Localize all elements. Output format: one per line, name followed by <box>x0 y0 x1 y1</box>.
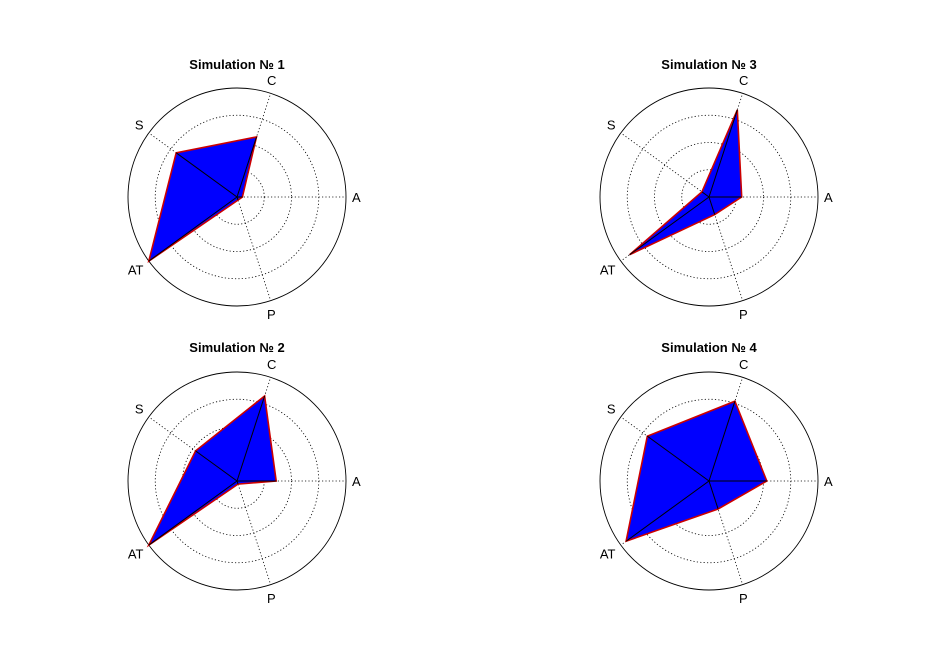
data-vertex-line <box>148 196 238 262</box>
radar-panel-1: Simulation № 1 A C S AT P <box>127 57 361 322</box>
data-vertex-line <box>708 401 736 482</box>
data-vertex-line <box>236 395 266 482</box>
axis-spoke <box>236 480 272 585</box>
axis-label-p: P <box>739 591 748 606</box>
data-vertex-line <box>148 480 238 546</box>
axis-spoke <box>620 132 710 198</box>
axis-label-c: C <box>739 357 748 372</box>
axis-label-p: P <box>267 307 276 322</box>
data-vertex-line <box>708 109 738 198</box>
data-vertex-line <box>236 196 239 201</box>
data-area <box>146 394 278 548</box>
radar-panel-4: Simulation № 4 A C S AT P <box>599 340 833 606</box>
axis-label-at: AT <box>128 262 144 277</box>
data-vertex-line <box>708 196 716 215</box>
chart-title: Simulation № 3 <box>661 57 756 72</box>
axis-label-s: S <box>135 402 144 417</box>
data-vertex-line <box>646 435 710 482</box>
data-vertex-line <box>708 480 719 510</box>
radar-panel-2: Simulation № 2 A C S AT P <box>127 340 361 606</box>
axis-label-a: A <box>352 474 361 489</box>
data-vertex-line <box>701 191 710 198</box>
data-vertex-line <box>625 480 710 542</box>
data-vertex-line <box>195 450 238 482</box>
axis-label-s: S <box>607 118 616 133</box>
axis-label-p: P <box>739 307 748 322</box>
chart-title: Simulation № 2 <box>189 340 284 355</box>
axis-label-c: C <box>267 357 276 372</box>
axis-label-at: AT <box>600 546 616 561</box>
data-area <box>147 135 258 263</box>
chart-title: Simulation № 4 <box>661 340 757 355</box>
axis-label-s: S <box>607 402 616 417</box>
axis-label-c: C <box>739 73 748 88</box>
data-area <box>625 400 768 543</box>
axis-label-a: A <box>352 190 361 205</box>
axis-label-c: C <box>267 73 276 88</box>
axis-spoke <box>236 196 272 301</box>
data-vertex-line <box>629 196 710 256</box>
axis-label-a: A <box>824 190 833 205</box>
axis-label-at: AT <box>600 262 616 277</box>
data-vertex-line <box>175 152 238 198</box>
axis-label-a: A <box>824 474 833 489</box>
radar-panel-3: Simulation № 3 A C S AT P <box>599 57 833 322</box>
chart-title: Simulation № 1 <box>189 57 284 72</box>
axis-label-p: P <box>267 591 276 606</box>
axis-label-s: S <box>135 118 144 133</box>
data-area <box>629 109 743 256</box>
data-vertex-line <box>236 480 239 485</box>
data-vertex-line <box>236 136 258 198</box>
axis-label-at: AT <box>128 546 144 561</box>
